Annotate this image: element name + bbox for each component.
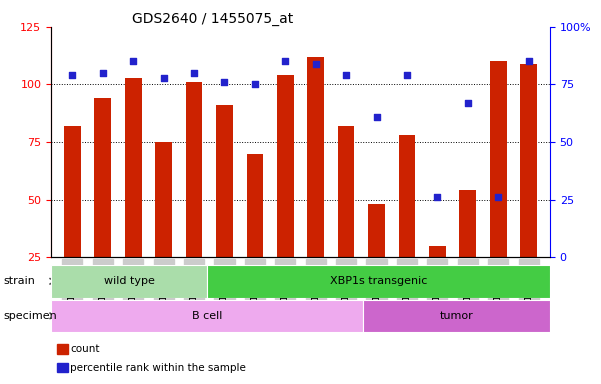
Text: tumor: tumor — [439, 311, 473, 321]
Point — [341, 72, 351, 78]
Text: strain: strain — [3, 276, 35, 286]
Point — [372, 114, 382, 120]
Point — [433, 194, 442, 200]
Bar — [51, 265, 207, 298]
Point — [189, 70, 199, 76]
Text: GDS2640 / 1455075_at: GDS2640 / 1455075_at — [132, 12, 293, 25]
Bar — [277, 75, 294, 257]
Point — [250, 81, 260, 88]
Text: count: count — [70, 344, 100, 354]
Point — [281, 58, 290, 65]
Text: wild type: wild type — [103, 276, 154, 286]
Bar — [429, 246, 446, 257]
Point — [219, 79, 229, 85]
Text: specimen: specimen — [3, 311, 56, 321]
Bar — [520, 64, 537, 257]
Point — [524, 58, 534, 65]
Bar — [125, 78, 142, 257]
Point — [402, 72, 412, 78]
Bar — [368, 204, 385, 257]
Bar — [51, 300, 363, 332]
Bar — [216, 105, 233, 257]
Text: percentile rank within the sample: percentile rank within the sample — [70, 363, 246, 373]
Bar — [246, 154, 263, 257]
Bar — [94, 98, 111, 257]
Bar — [207, 265, 550, 298]
Bar — [307, 57, 324, 257]
Bar — [155, 142, 172, 257]
Point — [67, 72, 77, 78]
Bar — [186, 82, 203, 257]
Point — [463, 100, 472, 106]
Text: XBP1s transgenic: XBP1s transgenic — [330, 276, 427, 286]
Bar — [490, 61, 507, 257]
Bar — [338, 126, 355, 257]
Bar — [363, 300, 550, 332]
Point — [98, 70, 108, 76]
Point — [159, 74, 168, 81]
Point — [311, 61, 320, 67]
Bar — [64, 126, 81, 257]
Bar — [398, 135, 415, 257]
Point — [129, 58, 138, 65]
Text: B cell: B cell — [192, 311, 222, 321]
Bar — [459, 190, 476, 257]
Point — [493, 194, 503, 200]
